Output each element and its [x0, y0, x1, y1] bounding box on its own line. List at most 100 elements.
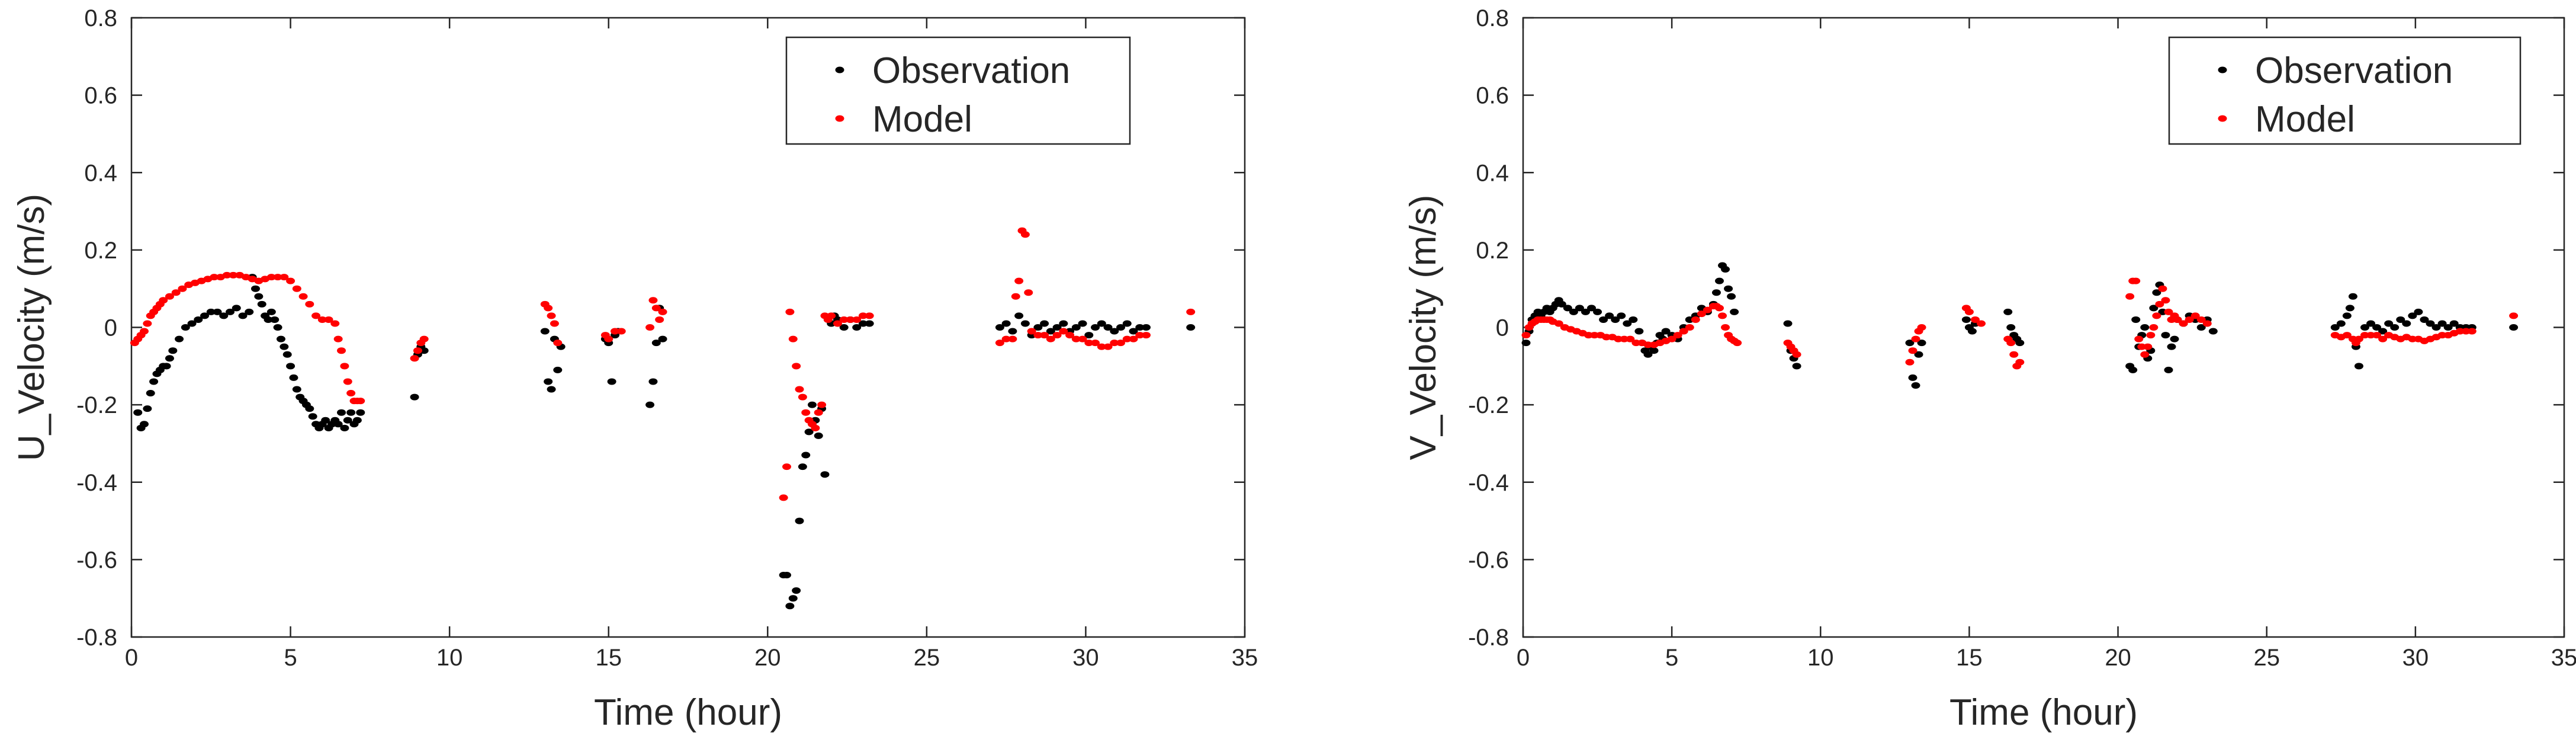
u-velocity-point-model — [356, 398, 365, 405]
v-velocity-point-observation — [1587, 305, 1597, 312]
v-velocity-point-observation — [1611, 316, 1620, 323]
u-velocity-xtick-label: 35 — [1232, 645, 1258, 671]
u-velocity-point-observation — [238, 312, 248, 319]
v-velocity-point-observation — [2414, 308, 2423, 315]
u-velocity-legend-box — [785, 36, 1131, 145]
u-velocity-point-observation — [280, 343, 289, 350]
u-velocity-point-model — [324, 316, 333, 323]
u-velocity-point-model — [833, 320, 842, 327]
u-velocity-ytick-label: -0.4 — [76, 470, 117, 496]
u-velocity-point-observation — [168, 347, 178, 354]
v-velocity-xtick-label: 10 — [1807, 645, 1834, 671]
u-velocity-point-model — [159, 297, 168, 304]
u-velocity-point-model — [273, 274, 282, 281]
v-velocity-legend-box — [2168, 36, 2522, 145]
v-velocity-point-observation — [2366, 320, 2376, 327]
u-velocity-point-model — [143, 320, 152, 327]
u-velocity-point-model — [1001, 335, 1011, 343]
u-velocity-point-model — [346, 390, 356, 397]
u-velocity-point-model — [1078, 335, 1087, 343]
v-velocity-point-observation — [2402, 320, 2411, 327]
v-velocity-point-observation — [2167, 343, 2176, 350]
u-velocity-point-model — [1091, 340, 1100, 347]
u-velocity-point-model — [1097, 343, 1106, 350]
u-velocity-point-model — [801, 409, 811, 416]
u-velocity-point-model — [795, 386, 804, 393]
v-velocity-point-model — [2131, 277, 2141, 284]
v-velocity-xtick-label: 15 — [1956, 645, 1983, 671]
v-velocity-point-observation — [2161, 332, 2170, 339]
u-velocity-point-model — [1065, 332, 1075, 339]
v-velocity-point-model — [2467, 328, 2477, 335]
v-velocity-point-model — [2354, 335, 2363, 343]
u-velocity-point-model — [1186, 308, 1196, 315]
u-velocity-xtick-label: 25 — [914, 645, 940, 671]
v-velocity-point-observation — [1557, 300, 1566, 308]
u-velocity-point-observation — [1122, 320, 1132, 327]
u-velocity-xlabel: Time (hour) — [594, 692, 782, 733]
u-velocity-point-observation — [1071, 324, 1081, 331]
v-velocity-series-model — [1521, 277, 2519, 370]
v-velocity-point-model — [1673, 332, 1682, 339]
u-velocity-legend-marker-observation — [835, 66, 844, 73]
u-velocity-xtick-label: 5 — [284, 645, 297, 671]
u-velocity-point-model — [178, 285, 187, 292]
u-velocity-point-model — [779, 494, 788, 501]
u-velocity-point-model — [792, 363, 801, 370]
u-velocity-point-observation — [540, 328, 550, 335]
v-velocity-ytick-label: -0.8 — [1468, 625, 1509, 651]
u-velocity-point-observation — [1014, 312, 1024, 319]
u-velocity-chart: 0 5 10 15 20 25 30 35 -0.8 -0.6 -0.4 -0.2 0 0.2 0.4 0.6… — [11, 5, 1258, 733]
u-velocity-point-observation — [257, 300, 266, 308]
u-velocity-point-observation — [175, 335, 184, 343]
u-velocity-point-observation — [321, 417, 330, 424]
v-velocity-point-observation — [2437, 320, 2447, 327]
u-velocity-point-model — [604, 335, 614, 343]
u-velocity-point-model — [798, 393, 807, 401]
u-velocity-point-model — [343, 378, 352, 385]
u-velocity-point-observation — [865, 320, 874, 327]
u-velocity-point-observation — [820, 471, 830, 478]
v-velocity-point-observation — [1711, 289, 1721, 296]
u-velocity-point-model — [1059, 328, 1068, 335]
u-velocity-point-model — [1122, 335, 1132, 343]
v-velocity-legend-marker-observation — [2218, 66, 2227, 73]
u-velocity-ytick-label: 0 — [104, 315, 117, 341]
v-velocity-xtick-label: 30 — [2402, 645, 2429, 671]
v-velocity-point-model — [1667, 335, 1676, 343]
u-velocity-point-observation — [219, 312, 229, 319]
v-velocity-point-model — [1715, 305, 1724, 312]
u-velocity-point-observation — [782, 572, 792, 578]
v-velocity-point-observation — [2208, 328, 2218, 335]
u-velocity-point-model — [811, 424, 820, 431]
v-velocity-point-observation — [1623, 320, 1632, 327]
v-velocity-point-observation — [2396, 316, 2405, 323]
u-velocity-xtick-label: 0 — [125, 645, 138, 671]
u-velocity-point-observation — [547, 386, 556, 393]
v-velocity-xtick-label: 20 — [2105, 645, 2131, 671]
u-velocity-point-observation — [788, 595, 798, 602]
v-velocity-point-observation — [2443, 324, 2453, 331]
u-velocity-point-observation — [266, 308, 276, 315]
u-velocity-point-model — [817, 401, 827, 408]
u-velocity-ylabel: U_Velocity (m/s) — [11, 194, 52, 461]
u-velocity-ytick-label: 0.8 — [84, 5, 117, 31]
u-velocity-point-observation — [343, 417, 352, 424]
u-velocity-point-observation — [250, 285, 260, 292]
v-velocity-point-model — [2152, 312, 2161, 319]
u-velocity-point-observation — [804, 428, 814, 436]
v-velocity-point-observation — [1721, 266, 1730, 273]
v-velocity-point-model — [1626, 335, 1635, 343]
v-velocity-point-observation — [1617, 312, 1626, 319]
v-velocity-point-model — [1977, 320, 1986, 327]
v-velocity-point-observation — [2360, 324, 2369, 331]
u-velocity-point-model — [139, 328, 149, 335]
v-velocity-point-observation — [2426, 320, 2435, 327]
v-velocity-point-observation — [1724, 285, 1733, 292]
u-velocity-point-model — [658, 308, 667, 315]
v-velocity-chart: 0 5 10 15 20 25 30 35 -0.8 -0.6 -0.4 -0.2 0 0.2 0.4 0.6… — [1403, 5, 2576, 733]
u-velocity-point-model — [610, 328, 619, 335]
u-velocity-point-model — [550, 320, 559, 327]
